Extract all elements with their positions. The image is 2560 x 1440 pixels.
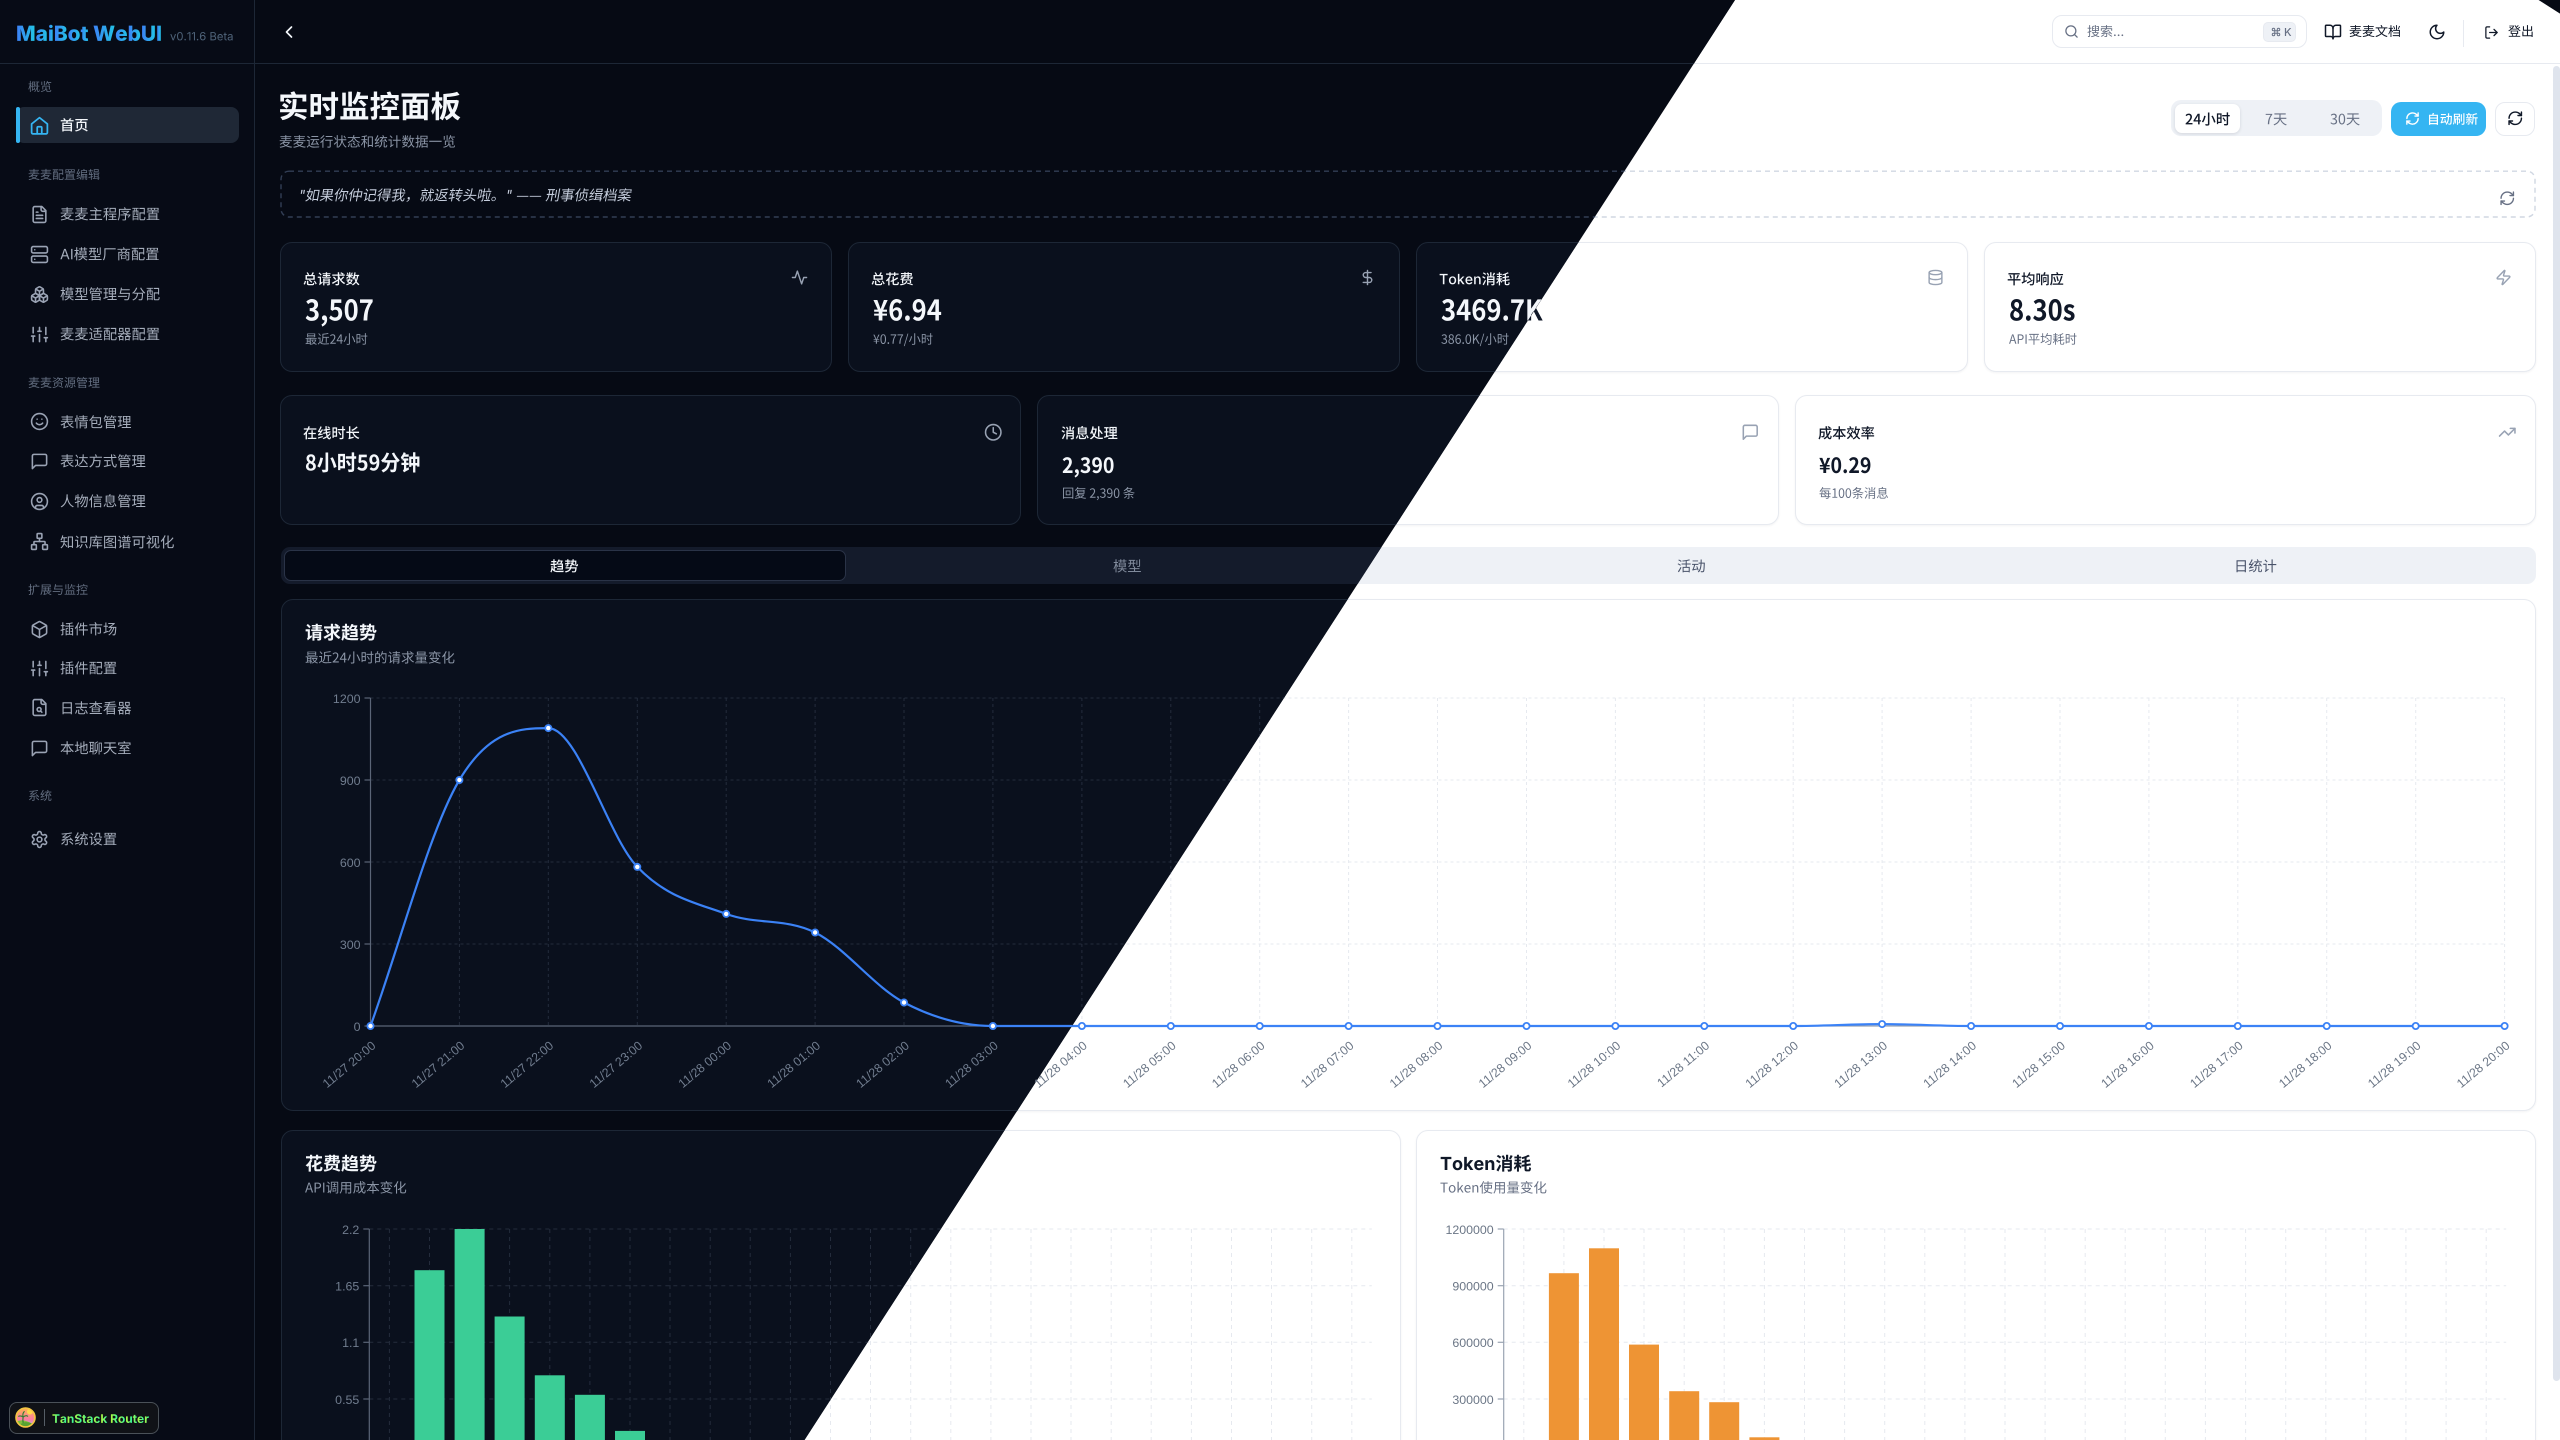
svg-text:300000: 300000 (1452, 1393, 1493, 1407)
svg-text:900: 900 (340, 774, 361, 788)
svg-text:1.1: 1.1 (342, 1336, 359, 1350)
svg-text:900000: 900000 (1452, 1280, 1493, 1294)
svg-text:600: 600 (340, 856, 361, 870)
svg-text:300: 300 (340, 938, 361, 952)
svg-text:0: 0 (354, 1020, 361, 1034)
svg-text:1.65: 1.65 (335, 1280, 359, 1294)
svg-text:2.2: 2.2 (342, 1223, 359, 1237)
svg-text:1200: 1200 (333, 692, 361, 706)
svg-text:1200000: 1200000 (1445, 1223, 1493, 1237)
svg-text:0.55: 0.55 (335, 1393, 359, 1407)
svg-text:600000: 600000 (1452, 1336, 1493, 1350)
